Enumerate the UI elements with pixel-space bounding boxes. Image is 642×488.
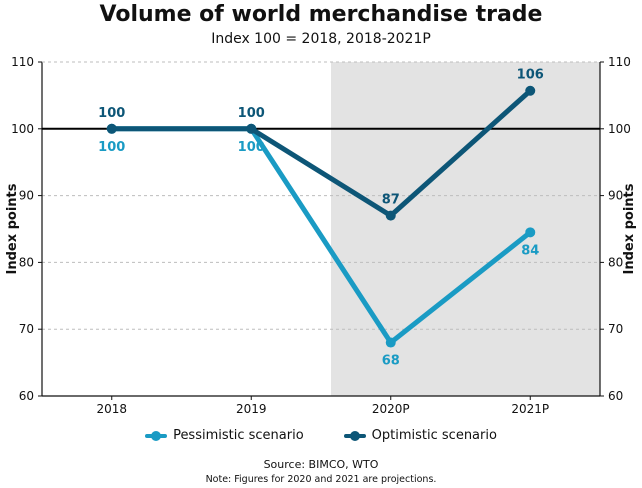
data-label: 100 — [98, 106, 125, 121]
projection-shading — [331, 62, 600, 396]
y-tick-label-right: 110 — [608, 55, 631, 69]
y-axis-title-right: Index points — [622, 183, 637, 274]
data-point — [246, 123, 257, 134]
data-label: 87 — [382, 193, 400, 208]
chart-title: Volume of world merchandise trade — [99, 2, 543, 27]
data-point — [385, 210, 396, 221]
data-label: 106 — [517, 68, 544, 83]
legend-label-optimistic: Optimistic scenario — [371, 428, 497, 443]
y-tick-label-left: 60 — [19, 389, 34, 403]
y-tick-label-right: 100 — [608, 122, 631, 136]
chart-subtitle: Index 100 = 2018, 2018-2021P — [211, 31, 431, 47]
legend-item-pessimistic: Pessimistic scenario — [145, 428, 304, 443]
data-point — [525, 85, 536, 96]
x-tick-label: 2021P — [511, 402, 549, 416]
x-tick-label: 2020P — [372, 402, 410, 416]
y-tick-label-left: 110 — [11, 55, 34, 69]
y-tick-label-right: 90 — [608, 189, 623, 203]
series-line-1 — [109, 88, 533, 219]
y-tick-label-right: 80 — [608, 255, 623, 269]
x-tick-label: 2018 — [96, 402, 127, 416]
x-tick-label: 2019 — [236, 402, 267, 416]
data-label: 100 — [238, 140, 265, 155]
y-tick-label-right: 70 — [608, 322, 623, 336]
y-tick-label-left: 100 — [11, 122, 34, 136]
y-tick-label-left: 80 — [19, 255, 34, 269]
legend-swatch-optimistic — [343, 430, 366, 441]
y-tick-label-left: 70 — [19, 322, 34, 336]
y-tick-label-right: 60 — [608, 389, 623, 403]
data-point — [385, 337, 396, 348]
y-tick-label-left: 90 — [19, 189, 34, 203]
data-label: 100 — [98, 140, 125, 155]
data-point — [525, 227, 536, 238]
legend-swatch-pessimistic — [145, 430, 168, 441]
y-axis-title-left: Index points — [5, 183, 20, 274]
data-label: 68 — [382, 354, 400, 369]
data-point — [106, 123, 117, 134]
projection-note: Note: Figures for 2020 and 2021 are proj… — [205, 474, 437, 485]
source-note: Source: BIMCO, WTO — [263, 458, 379, 471]
legend-item-optimistic: Optimistic scenario — [343, 428, 497, 443]
data-label: 100 — [238, 106, 265, 121]
legend: Pessimistic scenario Optimistic scenario — [0, 428, 642, 443]
data-label: 84 — [521, 243, 539, 258]
legend-label-pessimistic: Pessimistic scenario — [173, 428, 304, 443]
